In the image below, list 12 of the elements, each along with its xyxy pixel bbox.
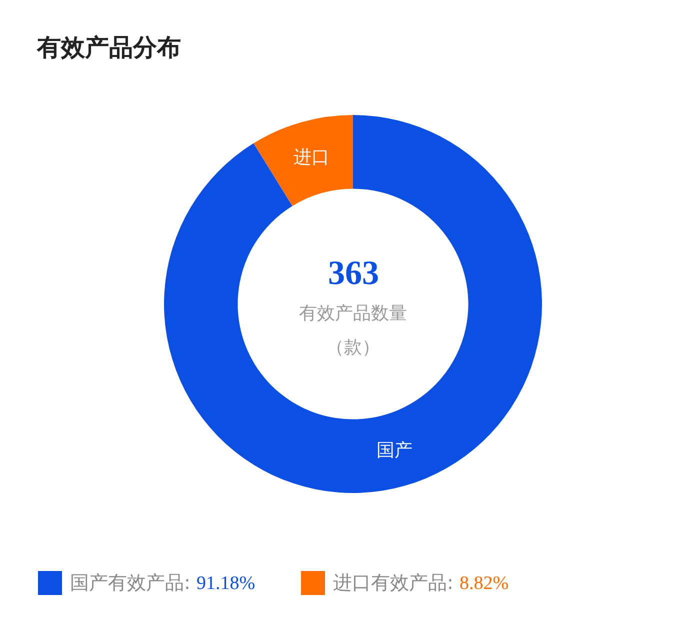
text: 国产有效产品:: [70, 572, 190, 594]
slice-label: 国产: [376, 440, 413, 461]
text: 有效产品数量: [299, 303, 407, 324]
text: 进口有效产品:: [333, 572, 454, 594]
text: （款）: [326, 337, 380, 358]
text: 8.82%: [459, 573, 509, 594]
text: 363: [328, 255, 379, 292]
slice-label: 进口: [293, 147, 330, 168]
chart-title: 有效产品分布: [36, 33, 182, 62]
donut-slice: [254, 115, 353, 206]
donut-slice: [164, 115, 542, 493]
text: 91.18%: [196, 573, 256, 594]
